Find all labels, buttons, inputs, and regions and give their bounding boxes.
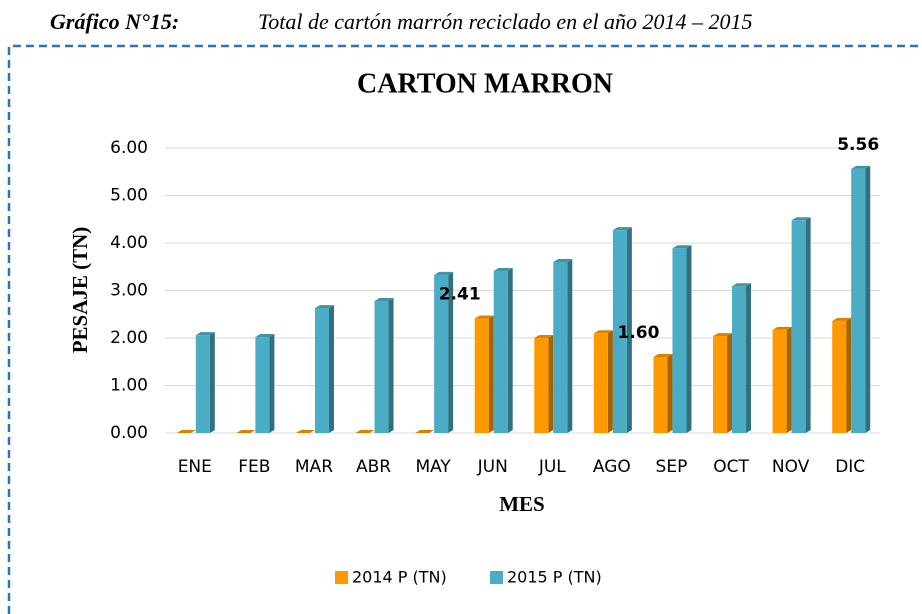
bar <box>593 333 608 433</box>
bar <box>791 220 806 433</box>
bar <box>255 337 270 433</box>
bar-top <box>791 217 811 221</box>
bar-side <box>328 305 334 433</box>
bar-side <box>805 217 811 433</box>
bar <box>672 248 687 433</box>
x-tick-label: DIC <box>835 457 865 477</box>
bar-side <box>686 245 692 433</box>
y-tick-label: 4.00 <box>110 233 148 253</box>
bar <box>772 329 787 433</box>
bar <box>553 262 568 433</box>
legend-label: 2015 P (TN) <box>507 568 602 587</box>
bar-side <box>846 317 852 433</box>
bar-side <box>626 227 632 433</box>
bar-side <box>488 315 494 433</box>
bar-side <box>727 333 733 433</box>
x-tick-label: SEP <box>656 457 688 477</box>
legend-swatch <box>335 571 348 584</box>
x-tick-label: ENE <box>178 457 212 477</box>
y-tick-label: 2.00 <box>110 328 148 348</box>
bar <box>713 336 728 433</box>
bar-top <box>593 330 613 334</box>
x-tick-label: AGO <box>593 457 631 477</box>
bar-top <box>832 317 852 321</box>
bar-top <box>653 354 673 357</box>
bar <box>493 271 508 433</box>
bar-side <box>548 335 554 433</box>
chart-title: CARTON MARRON <box>357 68 613 99</box>
x-axis-title: MES <box>499 492 545 516</box>
bar-top <box>374 297 394 301</box>
bar <box>612 230 627 433</box>
y-tick-label: 3.00 <box>110 281 148 301</box>
bar-side <box>567 259 573 433</box>
bar-top <box>713 333 733 337</box>
bar <box>851 168 866 433</box>
bar-top <box>195 332 215 336</box>
bar-side <box>786 326 792 433</box>
bar-side <box>448 271 454 433</box>
data-label: 1.60 <box>617 323 659 343</box>
bar-top <box>314 305 334 309</box>
bar-top <box>255 334 275 338</box>
bar <box>832 320 847 433</box>
bar-top <box>493 268 513 272</box>
bar-side <box>667 354 673 433</box>
x-tick-label: JUL <box>538 457 566 477</box>
bar-side <box>746 283 752 433</box>
bar-side <box>507 268 513 433</box>
bar-side <box>607 330 613 433</box>
bar <box>653 357 668 433</box>
legend-label: 2014 P (TN) <box>352 568 447 587</box>
bar <box>434 274 449 433</box>
bar-top <box>772 326 792 330</box>
bar-top <box>236 430 256 433</box>
bar-top <box>553 259 573 262</box>
bar-side <box>209 332 215 433</box>
data-label: 5.56 <box>837 135 879 155</box>
bar-top <box>851 165 871 169</box>
bar-top <box>176 430 196 433</box>
y-tick-label: 6.00 <box>110 138 148 158</box>
bar-top <box>415 430 435 433</box>
bar-top <box>434 271 454 275</box>
caption-label: Gráfico N°15: <box>50 9 179 34</box>
bar-top <box>612 227 632 231</box>
bar <box>534 338 549 433</box>
bar-top <box>474 315 494 319</box>
data-label: 2.41 <box>439 285 481 305</box>
bar <box>314 308 329 433</box>
x-tick-label: JUN <box>477 457 508 477</box>
bar <box>195 335 210 433</box>
frame <box>7 44 922 614</box>
x-tick-label: MAR <box>295 457 333 477</box>
bar-top <box>355 430 375 433</box>
bar-top <box>534 335 554 338</box>
bar-side <box>865 165 871 433</box>
y-axis-title: PESAJE (TN) <box>68 227 92 354</box>
bar-top <box>295 430 315 433</box>
x-tick-label: NOV <box>772 457 810 477</box>
bar <box>474 318 489 433</box>
bar <box>374 300 389 433</box>
x-tick-label: MAY <box>415 457 451 477</box>
y-tick-label: 0.00 <box>110 423 148 443</box>
x-tick-label: ABR <box>356 457 391 477</box>
bar-side <box>269 334 275 433</box>
x-tick-label: FEB <box>238 457 270 477</box>
legend-swatch <box>490 571 503 584</box>
bar <box>732 286 747 433</box>
x-tick-label: OCT <box>713 457 749 477</box>
y-tick-label: 5.00 <box>110 186 148 206</box>
bar-top <box>732 283 752 287</box>
caption-text: Total de cartón marrón reciclado en el a… <box>258 9 753 34</box>
bar-side <box>388 297 394 433</box>
y-tick-label: 1.00 <box>110 376 148 396</box>
bar-top <box>672 245 692 249</box>
